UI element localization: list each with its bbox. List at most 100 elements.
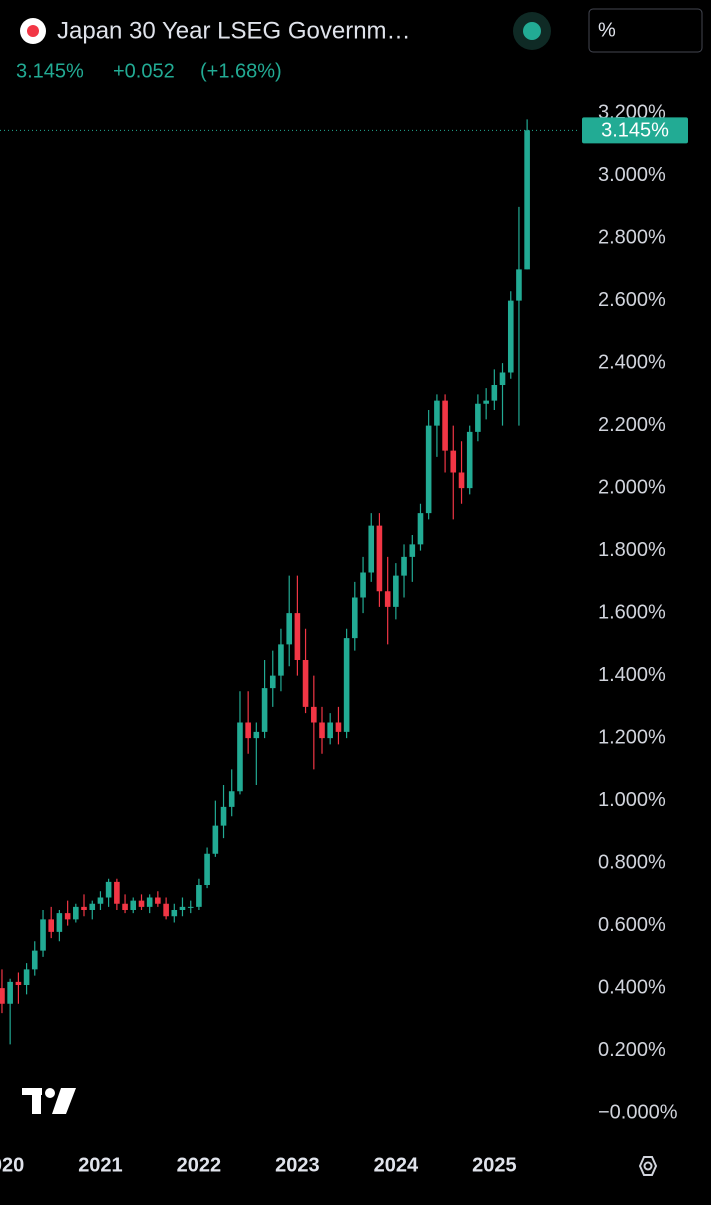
candle-body (335, 722, 342, 732)
x-tick-label: 2023 (275, 1154, 320, 1176)
tv-logo (22, 1088, 76, 1114)
candle-body (311, 706, 317, 723)
y-tick-label: 1.600% (598, 601, 666, 623)
candle-body (196, 885, 202, 907)
y-tick-label: 3.000% (598, 164, 666, 186)
x-tick-label: 2025 (472, 1154, 517, 1176)
y-tick-label: 1.200% (598, 726, 666, 748)
y-tick-label: 2.400% (598, 351, 666, 373)
candle-body (499, 372, 506, 385)
x-tick-label: 2024 (374, 1154, 419, 1176)
candle-body (253, 731, 260, 739)
change: +0.052 (113, 60, 175, 82)
candle-body (458, 472, 465, 489)
candle-body (393, 575, 399, 607)
candle-body (401, 556, 407, 576)
candle-body (368, 525, 375, 573)
candle-body (376, 525, 383, 592)
candle-body (155, 897, 161, 904)
candle-body (187, 906, 194, 908)
candle-body (360, 572, 366, 598)
candle-body (237, 722, 243, 792)
candle-body (384, 591, 391, 607)
candle-body (138, 900, 145, 907)
y-tick-label: 2.000% (598, 476, 666, 498)
candle-body (40, 919, 46, 951)
candle-body (417, 513, 424, 545)
y-tick-label: 1.800% (598, 539, 666, 561)
y-tick-label: 0.800% (598, 851, 666, 873)
y-tick-label: 0.200% (598, 1039, 666, 1061)
candle-body (269, 675, 276, 689)
candle-body (220, 806, 227, 826)
candle-body (425, 425, 432, 514)
candle-body (524, 130, 530, 270)
candle-body (64, 913, 71, 920)
chart-title: Japan 30 Year LSEG Governm… (57, 17, 411, 44)
candle-body (204, 853, 210, 885)
candle-body (450, 450, 457, 473)
candle-body (475, 403, 481, 432)
candle-body (81, 906, 87, 910)
candle-body (261, 688, 268, 732)
candle-body (483, 400, 489, 404)
price: 3.145% (16, 60, 84, 82)
candle-body (97, 897, 104, 904)
symbol-icon-dot (27, 25, 39, 37)
candle-body (228, 791, 235, 807)
y-tick-label: 2.200% (598, 414, 666, 436)
candle-body (114, 881, 120, 904)
candle-body (48, 919, 55, 932)
candle-body (0, 988, 5, 1004)
candle-body (491, 385, 498, 401)
candle-body (286, 613, 293, 645)
candle-body (89, 903, 96, 910)
y-tick-label: 2.800% (598, 226, 666, 248)
candle-body (163, 903, 169, 917)
candle-body (278, 644, 284, 676)
y-tick-label: 2.600% (598, 289, 666, 311)
candle-body (171, 910, 178, 917)
change-pct: (+1.68%) (200, 60, 282, 82)
y-tick-label: −0.000% (598, 1101, 678, 1123)
candle-body (105, 881, 112, 898)
candle-body (302, 660, 309, 707)
candle-body (130, 900, 137, 910)
candle-body (212, 825, 219, 854)
candle-body (294, 613, 301, 660)
candle-body (56, 913, 63, 932)
last-price-tag (582, 117, 688, 144)
candle-body (351, 597, 358, 639)
candle-body (507, 300, 514, 373)
y-tick-label: 1.400% (598, 664, 666, 686)
unit-button[interactable] (588, 8, 703, 53)
candle-body (23, 969, 30, 985)
settings-icon[interactable] (638, 1156, 658, 1176)
candle-body (442, 400, 448, 451)
last-price-label: 3.145% (601, 120, 669, 142)
candle-body (466, 431, 473, 489)
candle-body (7, 981, 13, 1004)
candle-body (122, 903, 128, 910)
candle-body (409, 544, 416, 557)
x-tick-label: 2021 (78, 1154, 123, 1176)
y-tick-label: 0.600% (598, 914, 666, 936)
candle-body (434, 400, 440, 426)
candle-body (15, 981, 22, 985)
x-tick-label: 2022 (177, 1154, 222, 1176)
candle-body (73, 906, 79, 920)
candle-body (516, 269, 522, 301)
candle-body (327, 722, 333, 739)
candle-body (179, 906, 186, 910)
candle-body (245, 722, 251, 739)
candle-body (31, 950, 38, 970)
status-dot (523, 22, 541, 40)
y-tick-label: 1.000% (598, 789, 666, 811)
candle-body (319, 722, 325, 739)
candle-body (343, 638, 350, 732)
unit-button-label[interactable]: % (598, 19, 616, 41)
y-tick-label: 0.400% (598, 976, 666, 998)
